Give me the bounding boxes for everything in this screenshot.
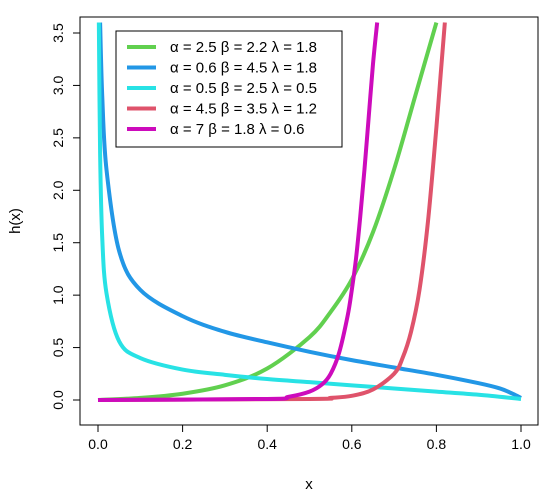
- legend-label: α = 0.5 β = 2.5 λ = 0.5: [170, 80, 317, 97]
- series-line-3: [96, 22, 522, 401]
- series-line-4: [97, 22, 447, 402]
- legend: α = 2.5 β = 2.2 λ = 1.8 α = 0.6 β = 4.5 λ…: [115, 30, 343, 148]
- y-tick-label: 0.5: [50, 338, 66, 358]
- series-layer: [96, 21, 522, 402]
- series-line-5: [97, 22, 380, 402]
- x-tick-label: 1.0: [511, 436, 531, 452]
- y-axis-title: h(x): [7, 208, 24, 234]
- x-tick-label: 0.0: [88, 436, 108, 452]
- x-tick-label: 0.4: [257, 436, 277, 452]
- y-tick-label: 0.0: [50, 390, 66, 410]
- y-tick-label: 1.0: [50, 285, 66, 305]
- x-axis-title: x: [305, 476, 313, 493]
- legend-label: α = 4.5 β = 3.5 λ = 1.2: [170, 101, 317, 118]
- legend-label: α = 0.6 β = 4.5 λ = 1.8: [170, 60, 317, 77]
- y-tick-label: 1.5: [50, 233, 66, 253]
- series-line-2: [98, 22, 522, 400]
- x-tick-label: 0.8: [427, 436, 447, 452]
- x-tick-label: 0.2: [173, 436, 193, 452]
- y-tick-label: 2.0: [50, 180, 66, 200]
- legend-label: α = 7 β = 1.8 λ = 0.6: [170, 121, 304, 138]
- y-tick-label: 3.0: [50, 75, 66, 95]
- axes-layer: 0.0 0.2 0.4 0.6 0.8 1.0 0.0 0.5 1.0 1.5 2.0 2.5 3.0 3…: [50, 23, 531, 452]
- y-tick-label: 3.5: [50, 23, 66, 43]
- legend-label: α = 2.5 β = 2.2 λ = 1.8: [170, 39, 317, 56]
- x-tick-label: 0.6: [342, 436, 362, 452]
- y-tick-label: 2.5: [50, 128, 66, 148]
- series-line-1: [97, 21, 439, 402]
